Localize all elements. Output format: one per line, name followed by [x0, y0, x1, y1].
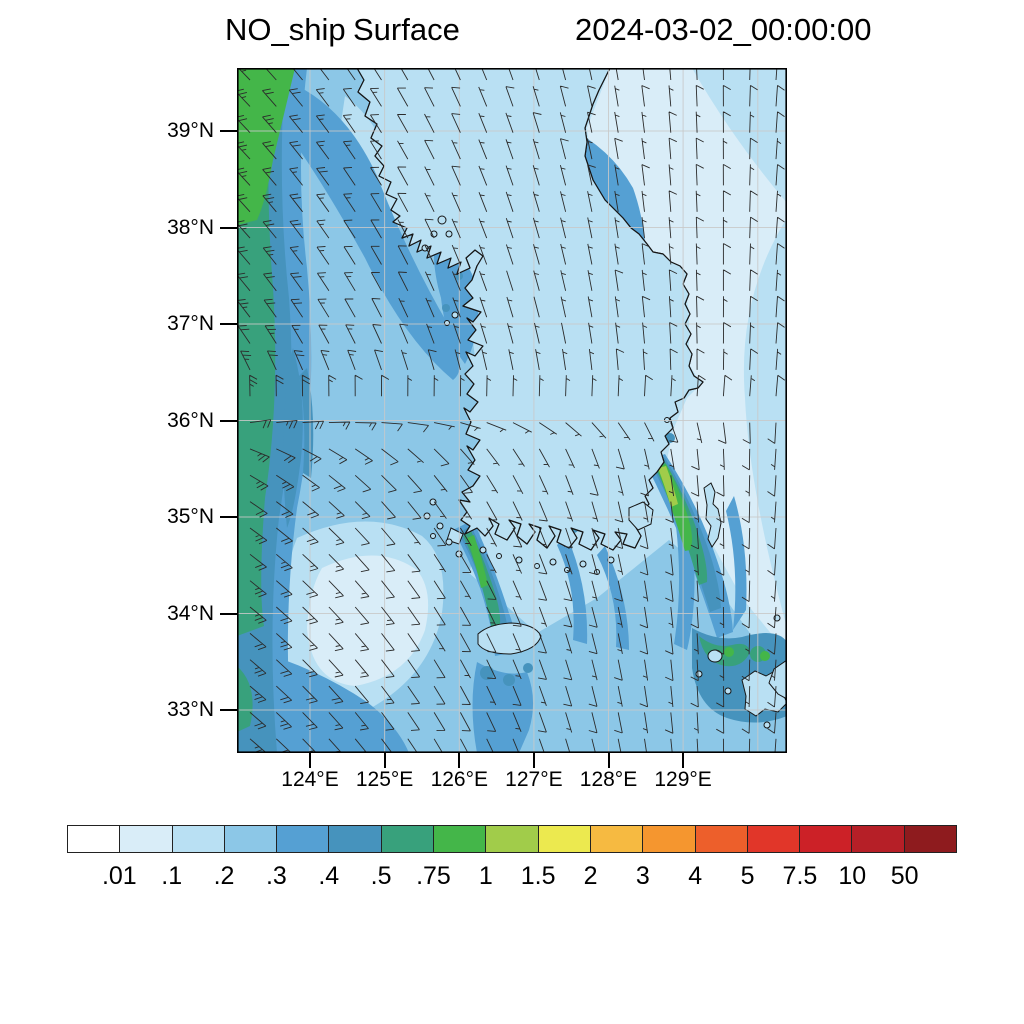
- lat-tick: [220, 516, 237, 518]
- colorbar-cell: [67, 825, 121, 853]
- colorbar-cell: [433, 825, 487, 853]
- lon-tick: [383, 753, 386, 768]
- colorbar-cell: [171, 825, 225, 853]
- colorbar-cell: [642, 825, 696, 853]
- lon-tick-label: 124°E: [281, 768, 339, 791]
- lat-tick-label: 37°N: [167, 312, 214, 335]
- lat-tick: [220, 709, 237, 711]
- lat-tick: [220, 130, 237, 132]
- colorbar-cell: [276, 825, 330, 853]
- page-title-datetime: 2024-03-02_00:00:00: [575, 12, 872, 47]
- colorbar-cell: [380, 825, 435, 853]
- colorbar-label: .2: [213, 862, 235, 890]
- colorbar-label: 5: [740, 862, 755, 890]
- colorbar: [67, 825, 958, 853]
- lat-tick-label: 35°N: [167, 505, 214, 528]
- concentration-fill-layers: [237, 68, 787, 753]
- colorbar-cell: [485, 825, 539, 853]
- colorbar-label: .75: [416, 862, 451, 890]
- lat-tick-label: 34°N: [167, 601, 214, 625]
- colorbar-label: .4: [318, 862, 340, 890]
- colorbar-label: .5: [370, 862, 392, 890]
- colorbar-cell: [746, 825, 801, 853]
- islands: [421, 215, 787, 729]
- page-title-variable: NO_ship: [225, 12, 346, 47]
- lat-tick-label: 39°N: [167, 119, 214, 142]
- lon-tick: [532, 753, 535, 768]
- colorbar-label: .3: [265, 862, 287, 890]
- lat-tick-label: 33°N: [167, 698, 214, 721]
- lon-tick-label: 129°E: [654, 768, 712, 791]
- colorbar-cell: [589, 825, 644, 853]
- colorbar-cell: [903, 825, 958, 853]
- lat-tick-label: 38°N: [167, 215, 214, 239]
- kyushu-edge: [768, 659, 787, 700]
- colorbar-label: 10: [838, 862, 867, 890]
- colorbar-label: 1.5: [520, 862, 556, 890]
- colorbar-label: 7.5: [782, 862, 818, 890]
- lon-tick: [458, 753, 461, 768]
- lat-tick-label: 36°N: [167, 408, 214, 432]
- lon-tick-label: 127°E: [505, 768, 563, 791]
- colorbar-label: 3: [635, 862, 650, 890]
- colorbar-cell: [223, 825, 278, 853]
- colorbar-cell: [851, 825, 905, 853]
- colorbar-label: 2: [583, 862, 598, 890]
- colorbar-cell: [119, 825, 173, 853]
- colorbar-cell: [328, 825, 382, 853]
- lon-tick: [309, 753, 311, 768]
- lon-tick-label: 126°E: [430, 768, 489, 791]
- map-plot: [237, 68, 787, 753]
- lat-tick: [220, 419, 237, 422]
- lon-tick-label: 128°E: [579, 768, 638, 791]
- lat-tick: [220, 323, 237, 325]
- colorbar-cell: [537, 825, 591, 853]
- colorbar-label: 1: [478, 862, 493, 890]
- colorbar-label: .01: [101, 862, 137, 890]
- tsushima-island: [703, 482, 722, 548]
- lon-tick: [682, 753, 685, 768]
- page-title-level: Surface: [353, 12, 460, 47]
- map-canvas: [237, 68, 787, 753]
- lat-tick: [220, 226, 237, 229]
- colorbar-cell: [799, 825, 853, 853]
- map-frame: [237, 68, 787, 753]
- iki-island: [707, 649, 723, 663]
- lat-lon-graticule: [237, 68, 787, 753]
- lon-tick-label: 125°E: [355, 768, 414, 791]
- colorbar-cell: [694, 825, 748, 853]
- colorbar-label: .1: [161, 862, 183, 890]
- lon-tick: [607, 753, 610, 768]
- wind-barbs-layer: [237, 68, 786, 753]
- colorbar-label: 50: [890, 862, 919, 890]
- colorbar-label: 4: [688, 862, 703, 890]
- lat-tick: [220, 612, 237, 615]
- geoje-island: [628, 501, 654, 531]
